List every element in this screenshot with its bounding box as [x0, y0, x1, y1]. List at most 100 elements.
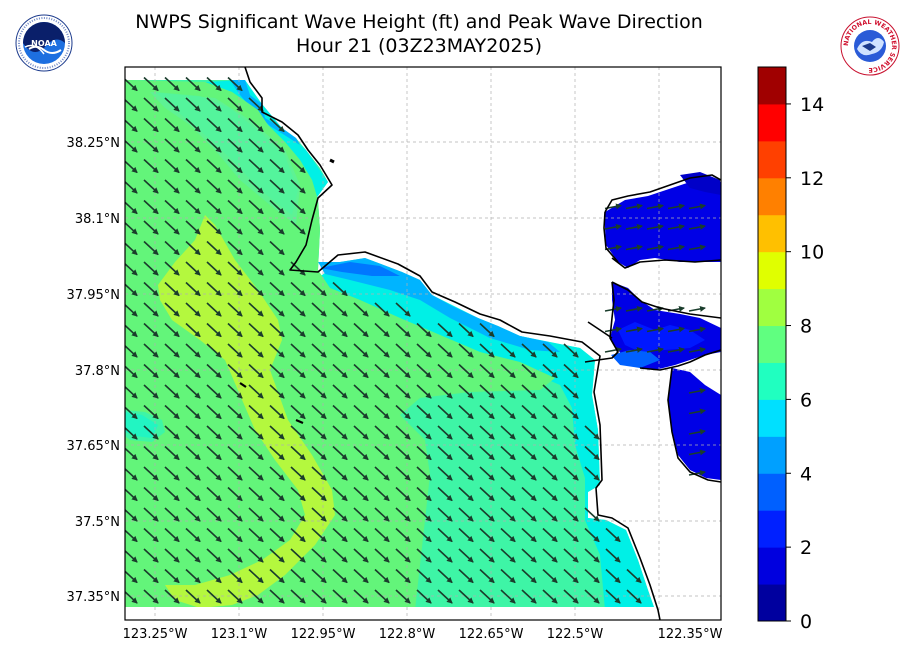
wave-direction-arrow — [206, 425, 222, 440]
wave-direction-arrow — [688, 244, 706, 251]
wave-direction-arrow — [227, 199, 243, 215]
wave-direction-arrow — [437, 363, 453, 379]
wave-direction-arrow — [332, 404, 348, 420]
wave-direction-arrow — [542, 384, 558, 399]
wave-direction-arrow — [185, 589, 201, 604]
wave-direction-arrow — [206, 240, 222, 256]
wave-direction-arrow — [227, 158, 243, 174]
wave-direction-arrow — [353, 507, 369, 522]
wave-direction-arrow — [353, 466, 369, 481]
wave-direction-arrow — [688, 449, 706, 456]
wave-direction-arrow — [437, 568, 453, 584]
wave-direction-arrow — [290, 363, 306, 379]
wave-direction-arrow — [164, 97, 180, 112]
wave-direction-arrow — [542, 363, 558, 379]
wave-direction-arrow — [185, 281, 201, 297]
wave-direction-arrow — [311, 548, 327, 563]
wave-direction-arrow — [563, 589, 579, 604]
bay-water-south — [668, 368, 721, 480]
wave-direction-arrow — [416, 425, 432, 440]
wave-direction-arrow — [311, 302, 327, 317]
lat-label: 38.1°N — [75, 212, 120, 227]
wave-direction-arrow — [458, 322, 474, 338]
wave-direction-arrow — [542, 425, 558, 440]
colorbar-band — [758, 214, 786, 253]
wave-direction-arrow — [688, 346, 706, 353]
wave-direction-arrow — [500, 445, 516, 461]
wave-direction-arrow — [185, 384, 201, 399]
wave-direction-arrow — [227, 404, 243, 420]
wave-direction-arrow — [479, 425, 495, 440]
wave-direction-arrow — [311, 466, 327, 481]
wave-direction-arrow — [206, 97, 222, 112]
wave-zone-8-9ft-ridge — [158, 215, 335, 608]
wave-direction-arrow — [521, 343, 537, 358]
wave-direction-arrow — [164, 138, 180, 153]
wave-direction-arrow — [521, 568, 537, 584]
wave-direction-arrow — [416, 486, 432, 502]
wave-direction-arrow — [206, 199, 222, 215]
wave-direction-arrow — [688, 305, 706, 312]
wave-direction-arrow — [227, 589, 243, 604]
wave-direction-arrow — [143, 527, 159, 543]
wave-direction-arrow — [227, 302, 243, 317]
wave-direction-arrow — [185, 445, 201, 461]
wave-direction-arrow — [416, 507, 432, 522]
wave-direction-arrow — [479, 363, 495, 379]
wave-direction-arrow — [458, 404, 474, 420]
wave-direction-arrow — [164, 404, 180, 420]
wave-direction-arrow — [563, 425, 579, 440]
colorbar-band — [758, 362, 786, 400]
wave-direction-arrow — [206, 363, 222, 379]
wave-direction-arrow — [269, 138, 285, 153]
wave-direction-arrow — [269, 445, 285, 461]
wave-direction-arrow — [563, 507, 579, 522]
wave-direction-arrow — [688, 469, 706, 476]
wave-direction-arrow — [164, 486, 180, 502]
wave-direction-arrow — [374, 404, 390, 420]
wave-direction-arrow — [290, 199, 306, 215]
wave-zone-4-5ft-gulf — [318, 258, 560, 352]
wave-direction-arrow — [227, 425, 243, 440]
wave-direction-arrow — [332, 445, 348, 461]
wave-direction-arrow — [311, 404, 327, 420]
wave-direction-arrow — [563, 404, 579, 420]
wave-direction-arrow — [269, 281, 285, 297]
wave-direction-arrow — [521, 404, 537, 420]
colorbar-band — [758, 436, 786, 474]
wave-direction-arrow — [206, 343, 222, 358]
wave-direction-arrow — [500, 384, 516, 399]
wave-direction-arrow — [374, 322, 390, 338]
wave-direction-arrow — [395, 589, 411, 604]
wave-direction-arrow — [395, 302, 411, 317]
wave-direction-arrow — [185, 343, 201, 358]
wave-direction-arrow — [374, 486, 390, 502]
wave-direction-arrow — [185, 76, 201, 92]
wave-direction-arrow — [290, 179, 306, 194]
wave-direction-arrow — [164, 589, 180, 604]
wave-direction-arrow — [479, 322, 495, 338]
wave-direction-arrow — [248, 138, 264, 153]
wave-direction-arrow — [248, 425, 264, 440]
wave-direction-arrow — [479, 548, 495, 563]
lon-label: 122.65°W — [459, 627, 524, 642]
wave-direction-arrow — [206, 404, 222, 420]
wave-direction-arrow — [458, 527, 474, 543]
wave-direction-arrow — [584, 548, 600, 563]
wave-direction-arrow — [164, 76, 180, 92]
lat-label: 37.95°N — [67, 288, 120, 303]
wave-direction-arrow — [437, 548, 453, 563]
wave-direction-arrow — [164, 240, 180, 256]
wave-direction-arrow — [185, 404, 201, 420]
bay-water-golden-gate — [611, 350, 660, 368]
wave-direction-arrow — [185, 261, 201, 276]
wave-direction-arrow — [479, 507, 495, 522]
wave-direction-arrow — [458, 384, 474, 399]
wave-direction-arrow — [290, 261, 306, 276]
wave-direction-arrow — [646, 223, 664, 230]
wave-direction-arrow — [143, 343, 159, 358]
wave-direction-arrow — [542, 568, 558, 584]
wave-direction-arrow — [185, 322, 201, 338]
colorbar-frame — [757, 66, 787, 622]
wave-direction-arrow — [185, 220, 201, 235]
